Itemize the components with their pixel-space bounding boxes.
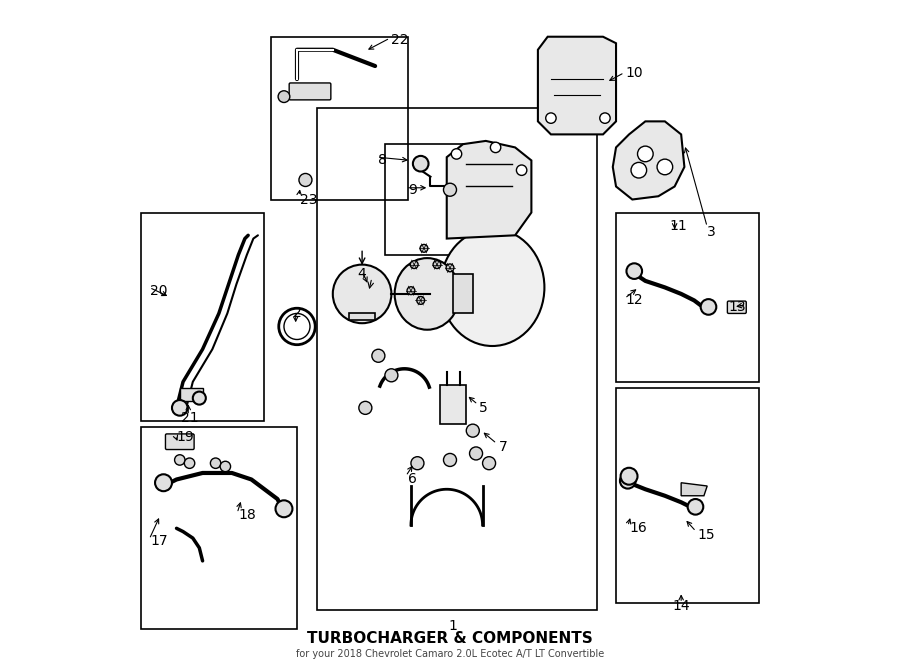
Circle shape	[620, 473, 635, 489]
Circle shape	[385, 369, 398, 382]
Text: 14: 14	[672, 600, 690, 614]
Text: 21: 21	[181, 410, 198, 424]
Circle shape	[517, 165, 526, 175]
Circle shape	[631, 162, 646, 178]
Text: 7: 7	[499, 440, 508, 454]
Circle shape	[333, 265, 392, 323]
Circle shape	[621, 468, 637, 485]
Text: 23: 23	[301, 193, 318, 207]
Circle shape	[451, 149, 462, 159]
Circle shape	[466, 424, 480, 437]
Circle shape	[411, 457, 424, 470]
Text: 3: 3	[707, 225, 716, 239]
Circle shape	[184, 458, 194, 469]
Circle shape	[657, 159, 672, 175]
Circle shape	[417, 297, 425, 305]
Text: 18: 18	[238, 508, 256, 522]
Text: 20: 20	[150, 283, 168, 298]
Text: 5: 5	[480, 401, 488, 415]
Text: 10: 10	[626, 66, 644, 79]
Circle shape	[220, 461, 230, 471]
Text: 16: 16	[629, 521, 647, 536]
Circle shape	[470, 447, 482, 460]
FancyBboxPatch shape	[289, 83, 331, 100]
Polygon shape	[454, 274, 473, 313]
Circle shape	[688, 499, 703, 514]
Circle shape	[446, 264, 454, 272]
Circle shape	[275, 500, 292, 517]
Text: 4: 4	[357, 267, 366, 281]
Bar	[616, 389, 760, 603]
Circle shape	[545, 113, 556, 123]
Text: 12: 12	[626, 293, 644, 307]
Polygon shape	[538, 36, 616, 134]
Bar	[616, 213, 760, 382]
Text: 15: 15	[698, 528, 715, 542]
Polygon shape	[681, 483, 707, 496]
Bar	[385, 144, 499, 255]
Bar	[140, 428, 297, 630]
Text: 9: 9	[408, 183, 417, 197]
Circle shape	[410, 261, 419, 269]
Bar	[271, 36, 408, 199]
Circle shape	[407, 287, 415, 295]
Text: 6: 6	[408, 473, 417, 487]
Polygon shape	[180, 389, 202, 401]
Polygon shape	[349, 313, 375, 320]
Circle shape	[372, 350, 385, 362]
Bar	[140, 213, 265, 421]
Text: 17: 17	[150, 534, 168, 548]
FancyBboxPatch shape	[166, 434, 194, 449]
Circle shape	[359, 401, 372, 414]
Polygon shape	[446, 141, 531, 238]
FancyBboxPatch shape	[727, 301, 746, 313]
Circle shape	[701, 299, 716, 314]
Circle shape	[637, 146, 653, 162]
Circle shape	[482, 457, 496, 470]
Circle shape	[193, 392, 206, 404]
Text: 8: 8	[378, 154, 387, 167]
Ellipse shape	[440, 229, 544, 346]
Circle shape	[433, 261, 441, 269]
Text: 2: 2	[292, 307, 302, 320]
Polygon shape	[613, 121, 684, 199]
Text: TURBOCHARGER & COMPONENTS: TURBOCHARGER & COMPONENTS	[307, 630, 593, 645]
Circle shape	[444, 183, 456, 196]
Circle shape	[626, 263, 642, 279]
Circle shape	[155, 474, 172, 491]
Circle shape	[599, 113, 610, 123]
Circle shape	[299, 173, 312, 187]
Circle shape	[444, 453, 456, 467]
Circle shape	[420, 244, 427, 252]
Text: 1: 1	[449, 619, 458, 633]
Text: 19: 19	[176, 430, 194, 444]
Polygon shape	[440, 385, 466, 424]
Circle shape	[491, 142, 500, 153]
Text: for your 2018 Chevrolet Camaro 2.0L Ecotec A/T LT Convertible: for your 2018 Chevrolet Camaro 2.0L Ecot…	[296, 649, 604, 659]
Circle shape	[413, 156, 428, 171]
Circle shape	[172, 400, 187, 416]
Circle shape	[175, 455, 185, 465]
Circle shape	[211, 458, 220, 469]
Bar	[317, 109, 597, 610]
Text: 22: 22	[392, 33, 409, 47]
Text: 13: 13	[729, 300, 746, 314]
Text: 11: 11	[669, 218, 687, 232]
Ellipse shape	[395, 258, 460, 330]
Circle shape	[278, 91, 290, 103]
